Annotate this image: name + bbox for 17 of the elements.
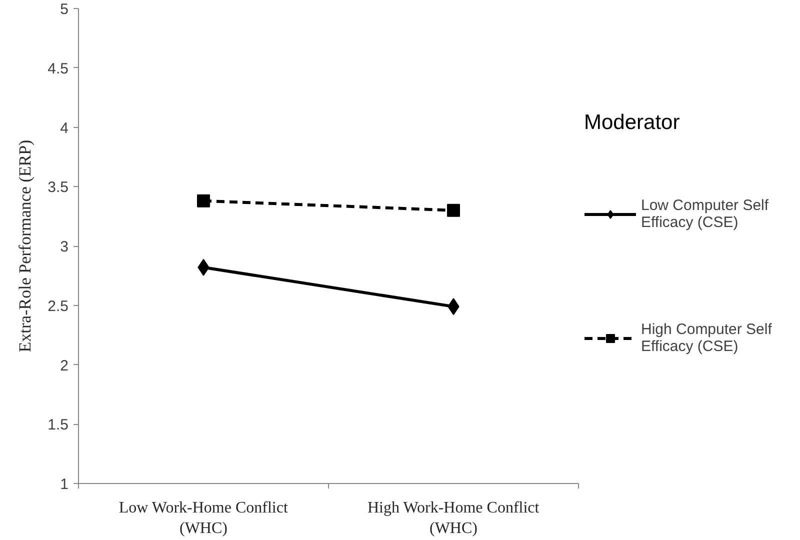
legend-label: High Computer Self Efficacy (CSE) bbox=[641, 320, 772, 355]
point bbox=[197, 194, 210, 208]
x-tick-label: High Work-Home Conflict (WHC) bbox=[367, 500, 540, 537]
y-tick-label: 2.5 bbox=[48, 298, 69, 315]
y-tick-label: 1.5 bbox=[48, 416, 69, 434]
y-axis-title: Extra-Role Performance (ERP) bbox=[16, 140, 35, 352]
y-tick-label: 2 bbox=[60, 357, 68, 374]
y-tick-label: 4.5 bbox=[48, 60, 69, 78]
legend-label: Low Computer Self Efficacy (CSE) bbox=[641, 196, 769, 231]
x-tick-label: Low Work-Home Conflict (WHC) bbox=[118, 500, 288, 537]
point bbox=[447, 204, 460, 217]
y-tick-label: 5 bbox=[60, 1, 68, 18]
y-tick-label: 1 bbox=[60, 476, 68, 493]
y-tick-label: 3.5 bbox=[48, 179, 69, 196]
y-tick-label: 3 bbox=[60, 238, 68, 256]
y-tick-label: 4 bbox=[60, 120, 68, 137]
legend-title: Moderator bbox=[584, 110, 681, 135]
